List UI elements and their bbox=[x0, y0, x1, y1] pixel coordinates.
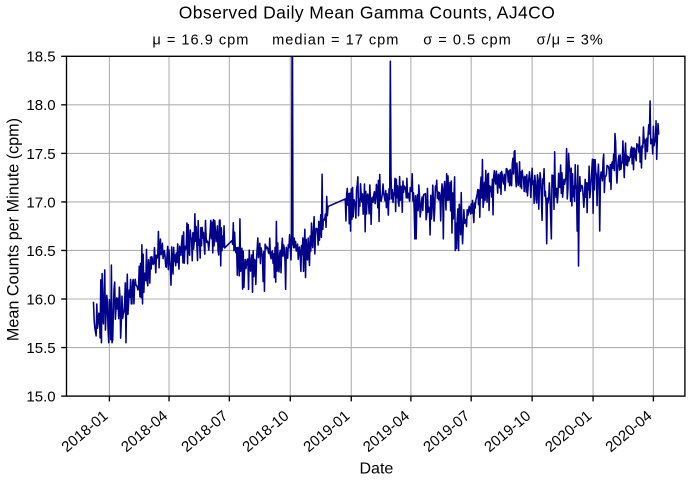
svg-text:15.5: 15.5 bbox=[26, 340, 55, 357]
svg-text:median = 17 cpm: median = 17 cpm bbox=[272, 33, 399, 49]
svg-text:μ = 16.9 cpm: μ = 16.9 cpm bbox=[152, 33, 249, 49]
svg-text:18.5: 18.5 bbox=[26, 49, 55, 66]
svg-text:Observed Daily Mean Gamma Coun: Observed Daily Mean Gamma Counts, AJ4CO bbox=[179, 3, 555, 23]
svg-text:15.0: 15.0 bbox=[26, 389, 55, 406]
svg-text:17.0: 17.0 bbox=[26, 194, 55, 211]
svg-text:Mean Counts per Minute (cpm): Mean Counts per Minute (cpm) bbox=[5, 118, 23, 341]
svg-text:17.5: 17.5 bbox=[26, 146, 55, 163]
svg-text:16.5: 16.5 bbox=[26, 243, 55, 260]
svg-text:σ = 0.5 cpm: σ = 0.5 cpm bbox=[423, 33, 512, 49]
svg-text:σ/μ = 3%: σ/μ = 3% bbox=[537, 33, 604, 49]
svg-text:18.0: 18.0 bbox=[26, 97, 55, 114]
svg-text:Date: Date bbox=[360, 461, 394, 478]
svg-text:16.0: 16.0 bbox=[26, 291, 55, 308]
